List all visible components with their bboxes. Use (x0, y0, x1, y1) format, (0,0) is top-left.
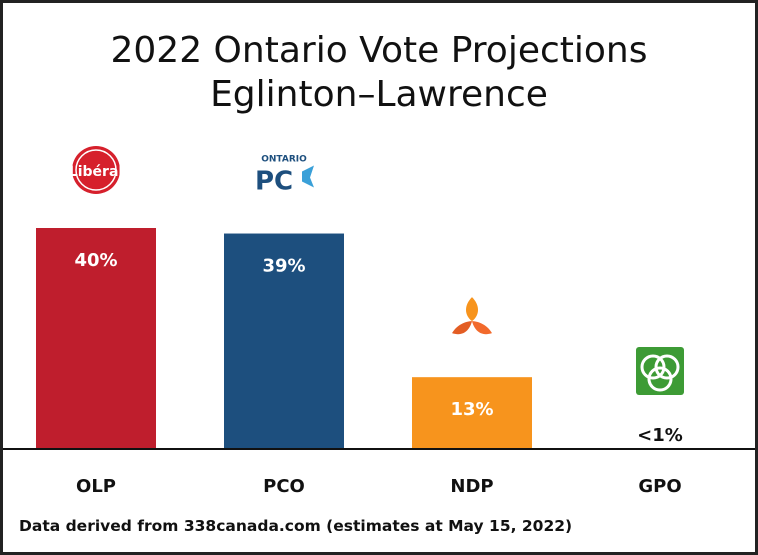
bars-layer: 40% 39% 13% <1% (36, 228, 683, 449)
value-label-pco: 39% (262, 256, 305, 277)
value-label-olp: 40% (74, 250, 117, 271)
bar-ndp (412, 377, 532, 449)
bar-olp (36, 228, 156, 449)
ndp-logo (452, 297, 492, 335)
category-label-gpo: GPO (638, 476, 681, 497)
pc-logo-ontario-text: ONTARIO (261, 155, 307, 165)
green-logo-ring-right (654, 354, 680, 380)
green-logo-ring-bottom (647, 366, 673, 392)
liberal-logo-text: Libéral (69, 164, 123, 180)
ndp-logo-petal-left (452, 321, 472, 335)
logos-layer: Libéral ONTARIO PC (69, 146, 684, 395)
category-label-pco: PCO (263, 476, 305, 497)
value-label-ndp: 13% (450, 399, 493, 420)
liberal-logo-circle (72, 146, 120, 194)
category-labels: OLP PCO NDP GPO (76, 476, 682, 497)
category-label-olp: OLP (76, 476, 116, 497)
value-label-gpo: <1% (637, 425, 683, 446)
green-logo (636, 347, 684, 395)
chart-title: 2022 Ontario Vote Projections (110, 30, 648, 71)
pc-logo-trillium-icon (302, 165, 314, 188)
liberal-logo-ring (75, 149, 117, 191)
green-logo-square (636, 347, 684, 395)
chart-subtitle: Eglinton–Lawrence (210, 74, 548, 115)
ontario-pc-logo: ONTARIO PC (255, 155, 314, 197)
source-note: Data derived from 338canada.com (estimat… (19, 517, 573, 535)
ndp-logo-petal-right (472, 321, 492, 335)
bar-pco (224, 233, 344, 449)
ndp-logo-petal-top (466, 297, 478, 322)
pc-logo-main-text: PC (255, 167, 293, 197)
liberal-logo: Libéral (69, 146, 123, 194)
green-logo-ring-left (640, 354, 666, 380)
bar-chart: 40% 39% 13% <1% Libéral ONTARIO PC (3, 146, 755, 497)
category-label-ndp: NDP (450, 476, 493, 497)
